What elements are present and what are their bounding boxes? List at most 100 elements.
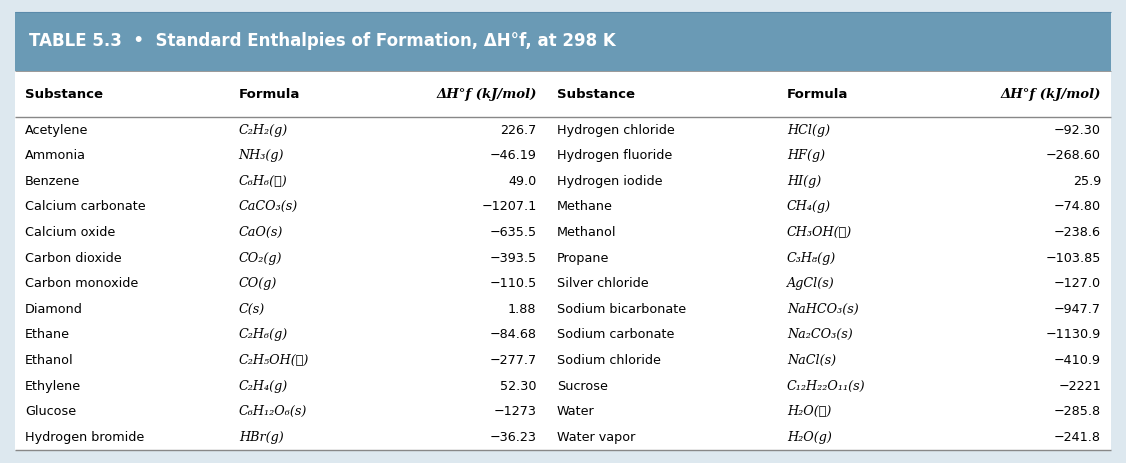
Text: −241.8: −241.8 xyxy=(1054,431,1101,444)
Text: HI(g): HI(g) xyxy=(787,175,821,188)
Text: CH₄(g): CH₄(g) xyxy=(787,200,831,213)
Text: −277.7: −277.7 xyxy=(490,354,536,367)
Text: Hydrogen chloride: Hydrogen chloride xyxy=(556,124,674,137)
Text: Glucose: Glucose xyxy=(25,405,77,418)
Text: TABLE 5.3  •  Standard Enthalpies of Formation, ΔH°f, at 298 K: TABLE 5.3 • Standard Enthalpies of Forma… xyxy=(29,32,616,50)
FancyBboxPatch shape xyxy=(15,271,1111,296)
Text: CO₂(g): CO₂(g) xyxy=(239,251,283,265)
FancyBboxPatch shape xyxy=(15,12,1111,71)
Text: Ethylene: Ethylene xyxy=(25,380,81,393)
Text: Water vapor: Water vapor xyxy=(556,431,635,444)
Text: C₃H₈(g): C₃H₈(g) xyxy=(787,251,837,265)
Text: CH₃OH(ℓ): CH₃OH(ℓ) xyxy=(787,226,852,239)
Text: Substance: Substance xyxy=(25,88,102,101)
Text: −285.8: −285.8 xyxy=(1054,405,1101,418)
Text: C₂H₂(g): C₂H₂(g) xyxy=(239,124,288,137)
Text: Ethane: Ethane xyxy=(25,328,70,341)
Text: Na₂CO₃(s): Na₂CO₃(s) xyxy=(787,328,852,341)
Text: C₂H₄(g): C₂H₄(g) xyxy=(239,380,288,393)
Text: NaCl(s): NaCl(s) xyxy=(787,354,835,367)
Text: Carbon dioxide: Carbon dioxide xyxy=(25,251,122,265)
Text: Diamond: Diamond xyxy=(25,303,83,316)
FancyBboxPatch shape xyxy=(15,425,1111,450)
Text: Sodium carbonate: Sodium carbonate xyxy=(556,328,674,341)
Text: H₂O(ℓ): H₂O(ℓ) xyxy=(787,405,831,418)
Text: CO(g): CO(g) xyxy=(239,277,277,290)
Text: NH₃(g): NH₃(g) xyxy=(239,149,284,162)
Text: Substance: Substance xyxy=(556,88,635,101)
FancyBboxPatch shape xyxy=(15,348,1111,373)
FancyBboxPatch shape xyxy=(15,117,1111,143)
Text: NaHCO₃(s): NaHCO₃(s) xyxy=(787,303,859,316)
Text: −2221: −2221 xyxy=(1058,380,1101,393)
Text: 1.88: 1.88 xyxy=(508,303,536,316)
Text: −268.60: −268.60 xyxy=(1046,149,1101,162)
Text: HCl(g): HCl(g) xyxy=(787,124,830,137)
Text: −635.5: −635.5 xyxy=(490,226,536,239)
Text: −110.5: −110.5 xyxy=(489,277,536,290)
Text: −46.19: −46.19 xyxy=(490,149,536,162)
Text: Ethanol: Ethanol xyxy=(25,354,73,367)
FancyBboxPatch shape xyxy=(15,143,1111,169)
Text: −947.7: −947.7 xyxy=(1054,303,1101,316)
Text: 226.7: 226.7 xyxy=(500,124,536,137)
Text: 49.0: 49.0 xyxy=(508,175,536,188)
Text: Acetylene: Acetylene xyxy=(25,124,88,137)
Text: −36.23: −36.23 xyxy=(490,431,536,444)
Text: Methane: Methane xyxy=(556,200,613,213)
Text: HBr(g): HBr(g) xyxy=(239,431,284,444)
Text: Formula: Formula xyxy=(239,88,301,101)
Text: ΔH°f (kJ/mol): ΔH°f (kJ/mol) xyxy=(1001,88,1101,101)
Text: −1273: −1273 xyxy=(493,405,536,418)
Text: −1130.9: −1130.9 xyxy=(1046,328,1101,341)
FancyBboxPatch shape xyxy=(15,194,1111,220)
Text: AgCl(s): AgCl(s) xyxy=(787,277,834,290)
FancyBboxPatch shape xyxy=(15,245,1111,271)
Text: HF(g): HF(g) xyxy=(787,149,825,162)
FancyBboxPatch shape xyxy=(15,322,1111,348)
Text: −103.85: −103.85 xyxy=(1046,251,1101,265)
Text: CaO(s): CaO(s) xyxy=(239,226,283,239)
Text: Benzene: Benzene xyxy=(25,175,80,188)
Text: 52.30: 52.30 xyxy=(500,380,536,393)
Text: C₂H₆(g): C₂H₆(g) xyxy=(239,328,288,341)
Text: C(s): C(s) xyxy=(239,303,265,316)
FancyBboxPatch shape xyxy=(15,71,1111,117)
Text: Formula: Formula xyxy=(787,88,848,101)
Text: Ammonia: Ammonia xyxy=(25,149,86,162)
Text: C₆H₁₂O₆(s): C₆H₁₂O₆(s) xyxy=(239,405,307,418)
Text: Sodium bicarbonate: Sodium bicarbonate xyxy=(556,303,686,316)
Text: −74.80: −74.80 xyxy=(1054,200,1101,213)
FancyBboxPatch shape xyxy=(15,169,1111,194)
Text: 25.9: 25.9 xyxy=(1073,175,1101,188)
FancyBboxPatch shape xyxy=(15,296,1111,322)
Text: Propane: Propane xyxy=(556,251,609,265)
Text: H₂O(g): H₂O(g) xyxy=(787,431,832,444)
Text: Calcium oxide: Calcium oxide xyxy=(25,226,115,239)
FancyBboxPatch shape xyxy=(15,399,1111,425)
Text: Sodium chloride: Sodium chloride xyxy=(556,354,661,367)
Text: Water: Water xyxy=(556,405,595,418)
Text: −127.0: −127.0 xyxy=(1054,277,1101,290)
Text: Hydrogen bromide: Hydrogen bromide xyxy=(25,431,144,444)
Text: Silver chloride: Silver chloride xyxy=(556,277,649,290)
Text: Hydrogen fluoride: Hydrogen fluoride xyxy=(556,149,672,162)
Text: C₂H₅OH(ℓ): C₂H₅OH(ℓ) xyxy=(239,354,310,367)
FancyBboxPatch shape xyxy=(15,220,1111,245)
Text: Calcium carbonate: Calcium carbonate xyxy=(25,200,145,213)
Text: Sucrose: Sucrose xyxy=(556,380,608,393)
Text: Methanol: Methanol xyxy=(556,226,616,239)
Text: C₁₂H₂₂O₁₁(s): C₁₂H₂₂O₁₁(s) xyxy=(787,380,866,393)
FancyBboxPatch shape xyxy=(15,373,1111,399)
Text: Carbon monoxide: Carbon monoxide xyxy=(25,277,138,290)
Text: −393.5: −393.5 xyxy=(490,251,536,265)
Text: −238.6: −238.6 xyxy=(1054,226,1101,239)
Text: C₆H₆(ℓ): C₆H₆(ℓ) xyxy=(239,175,287,188)
Text: −410.9: −410.9 xyxy=(1054,354,1101,367)
Text: ΔH°f (kJ/mol): ΔH°f (kJ/mol) xyxy=(436,88,536,101)
Text: −1207.1: −1207.1 xyxy=(481,200,536,213)
Text: −84.68: −84.68 xyxy=(490,328,536,341)
Text: Hydrogen iodide: Hydrogen iodide xyxy=(556,175,662,188)
Text: −92.30: −92.30 xyxy=(1054,124,1101,137)
Text: CaCO₃(s): CaCO₃(s) xyxy=(239,200,298,213)
